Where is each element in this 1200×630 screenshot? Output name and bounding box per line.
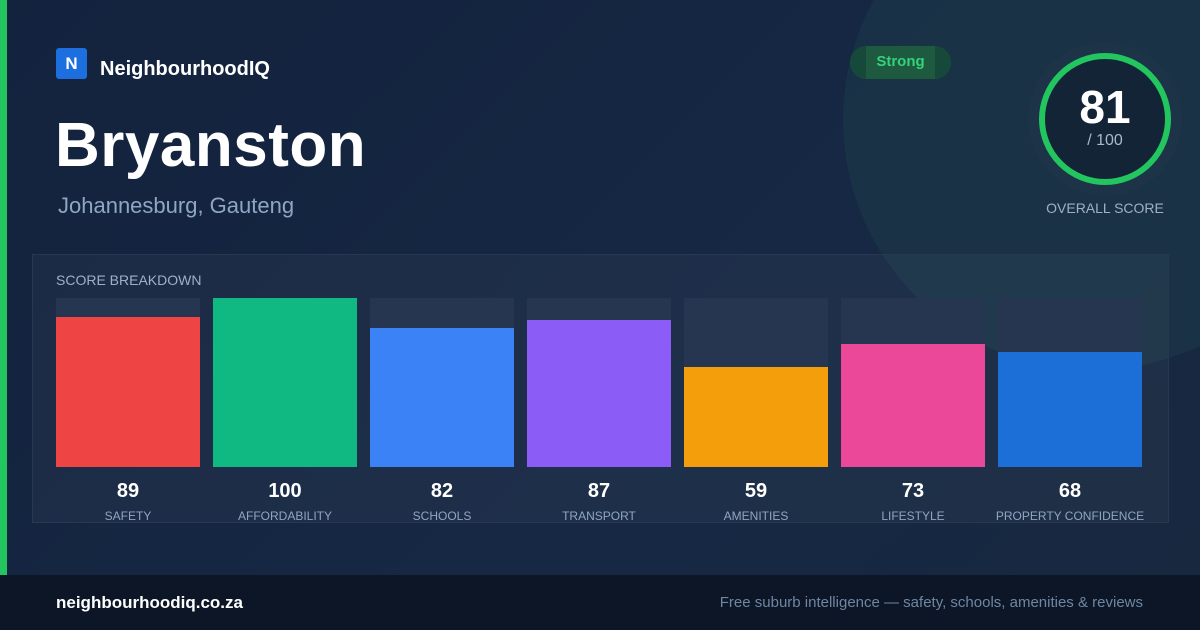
overall-score-total: / 100: [1087, 132, 1123, 149]
bar-column-safety: 89 SAFETY: [56, 298, 200, 523]
bar-column-amenities: 59 AMENITIES: [684, 298, 828, 523]
score-ring-progress: [1039, 53, 1171, 185]
hero-card: N NeighbourhoodIQ Bryanston Johannesburg…: [0, 0, 1200, 575]
rating-label: Strong: [876, 53, 925, 70]
brand-name: NeighbourhoodIQ: [100, 58, 270, 80]
bar-track: [684, 298, 828, 467]
bar: [527, 320, 671, 467]
bar-track: [56, 298, 200, 467]
bar-value-label: 68: [1058, 480, 1082, 502]
bar-column-lifestyle: 73 LIFESTYLE: [841, 298, 985, 523]
breakdown-title: SCORE BREAKDOWN: [56, 272, 202, 288]
rating-badge: Strong: [850, 46, 951, 79]
bar-track: [841, 298, 985, 467]
bar-category-label: LIFESTYLE: [881, 509, 945, 523]
bar-track: [370, 298, 514, 467]
score-breakdown-panel: SCORE BREAKDOWN 89 SAFETY 100 AFFORDABILITY…: [32, 254, 1169, 523]
suburb-location: Johannesburg, Gauteng: [58, 193, 295, 218]
footer-tagline: Free suburb intelligence — safety, schoo…: [719, 594, 1143, 611]
bar-value-label: 87: [587, 480, 611, 502]
bar: [370, 328, 514, 467]
bar-category-label: PROPERTY CONFIDENCE: [995, 509, 1145, 523]
bar-track: [213, 298, 357, 467]
bar: [841, 344, 985, 467]
overall-score-caption: OVERALL SCORE: [1046, 200, 1164, 216]
bar-category-label: SCHOOLS: [412, 509, 472, 523]
bar-value-label: 59: [744, 480, 768, 502]
bar-track: [998, 298, 1142, 467]
brand[interactable]: N NeighbourhoodIQ: [56, 46, 270, 81]
bar-category-label: AFFORDABILITY: [237, 509, 332, 523]
footer: neighbourhoodiq.co.za Free suburb intell…: [0, 575, 1200, 630]
bar-column-transport: 87 TRANSPORT: [527, 298, 671, 523]
bar-value-label: 73: [901, 480, 925, 502]
bar-category-label: AMENITIES: [723, 509, 789, 523]
bar: [684, 367, 828, 467]
bar: [213, 298, 357, 467]
overall-score-value: 81: [1079, 81, 1131, 133]
bar-column-affordability: 100 AFFORDABILITY: [213, 298, 357, 523]
suburb-name: Bryanston: [55, 111, 367, 180]
accent-bar: [0, 0, 7, 575]
score-ring-icon: [1028, 42, 1182, 196]
bar-value-label: 100: [268, 480, 302, 502]
bar-category-label: TRANSPORT: [562, 509, 636, 523]
bar-column-schools: 82 SCHOOLS: [370, 298, 514, 523]
footer-domain-link[interactable]: neighbourhoodiq.co.za: [56, 593, 243, 612]
bar-category-label: SAFETY: [104, 509, 152, 523]
bar-column-property-confidence: 68 PROPERTY CONFIDENCE: [996, 298, 1144, 523]
bar: [56, 317, 200, 467]
brand-logo-icon: N: [56, 48, 87, 79]
overall-score-ring: 81 / 100: [1028, 42, 1182, 196]
bar: [998, 352, 1142, 467]
bar-track: [527, 298, 671, 467]
bar-value-label: 82: [430, 480, 454, 502]
bar-value-label: 89: [116, 480, 140, 502]
